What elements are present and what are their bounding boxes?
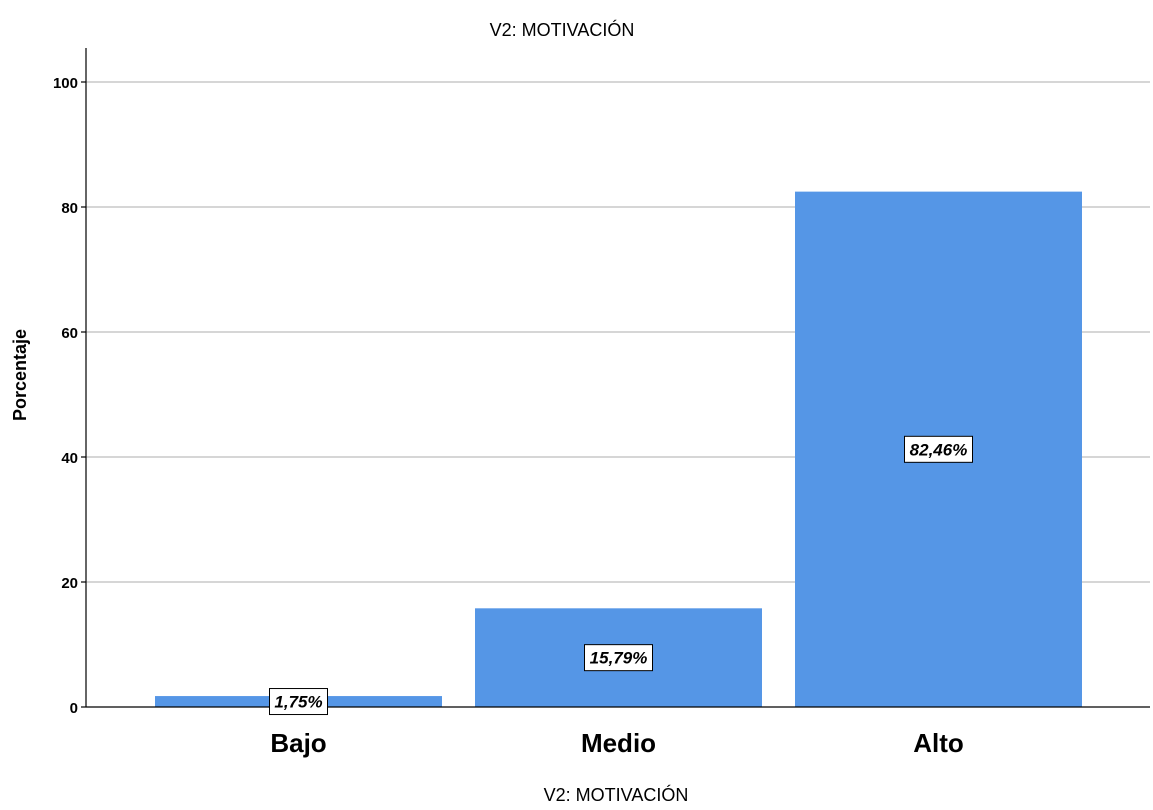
x-tick-label: Alto	[913, 728, 964, 758]
data-label: 1,75%	[274, 693, 322, 712]
x-axis-ticks: Bajo Medio Alto	[270, 728, 963, 758]
x-axis-label: V2: MOTIVACIÓN	[544, 784, 689, 805]
data-label-box	[584, 644, 653, 672]
y-tick-label: 0	[70, 700, 78, 717]
chart-title: V2: MOTIVACIÓN	[490, 19, 635, 40]
data-label: 82,46%	[910, 440, 968, 459]
y-axis-label: Porcentaje	[10, 329, 30, 421]
data-labels: 1,75% 15,79% 82,46%	[269, 435, 973, 716]
y-tick-label: 60	[61, 325, 78, 342]
data-label-box	[269, 688, 328, 716]
y-tick-label: 40	[61, 450, 78, 467]
x-tick-label: Medio	[581, 728, 656, 758]
y-tick-label: 80	[61, 200, 78, 217]
y-tick-label: 100	[53, 75, 78, 92]
x-tick-label: Bajo	[270, 728, 326, 758]
data-label: 15,79%	[590, 649, 648, 668]
y-axis-ticks: 0 20 40 60 80 100	[53, 75, 86, 717]
data-label-box	[904, 435, 973, 463]
y-tick-label: 20	[61, 575, 78, 592]
